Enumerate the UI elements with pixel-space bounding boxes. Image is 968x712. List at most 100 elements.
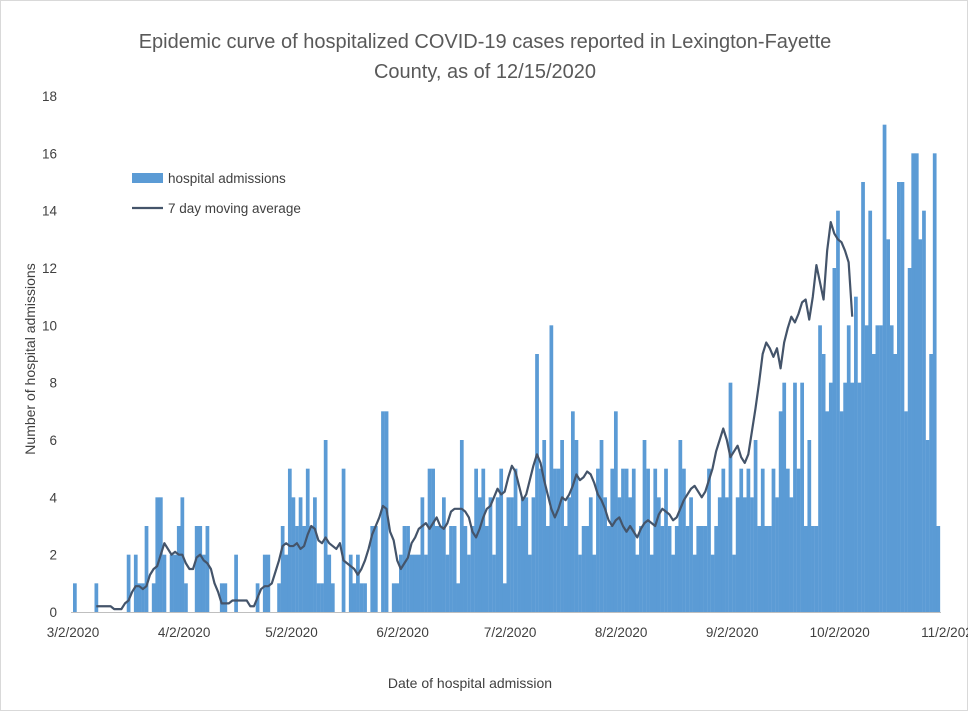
bar xyxy=(907,268,912,612)
bar xyxy=(721,468,726,612)
bar xyxy=(323,440,328,612)
legend-bar-swatch xyxy=(132,173,163,183)
bar xyxy=(470,526,475,612)
bar xyxy=(399,554,403,612)
x-tick-label: 11/2/2020 xyxy=(921,625,968,640)
bar xyxy=(800,382,805,612)
bar xyxy=(141,583,145,612)
bar xyxy=(463,526,468,612)
bar xyxy=(839,411,844,612)
bar xyxy=(481,468,486,612)
bar xyxy=(828,382,833,612)
bar xyxy=(556,468,561,612)
bar xyxy=(879,325,883,612)
bar xyxy=(836,210,840,613)
bar xyxy=(133,554,138,612)
x-tick-label: 7/2/2020 xyxy=(484,625,537,640)
bar xyxy=(785,468,790,612)
bar xyxy=(553,468,557,612)
bar xyxy=(742,497,747,612)
bar xyxy=(284,554,289,612)
bar xyxy=(664,468,668,612)
bar xyxy=(699,526,704,612)
x-tick-label: 8/2/2020 xyxy=(595,625,648,640)
bar xyxy=(606,526,611,612)
bar xyxy=(309,526,314,612)
bar xyxy=(348,554,353,612)
bar xyxy=(603,497,607,612)
bar xyxy=(201,554,206,612)
bar xyxy=(871,354,876,612)
bar xyxy=(420,497,425,612)
bar xyxy=(545,526,550,612)
bar xyxy=(768,526,772,612)
bar xyxy=(857,382,862,612)
bar xyxy=(671,554,676,612)
y-tick-label: 6 xyxy=(49,433,57,448)
bar xyxy=(409,554,414,612)
bar xyxy=(739,468,744,612)
bar xyxy=(818,325,822,612)
bar xyxy=(359,583,364,612)
bar xyxy=(581,526,586,612)
bar xyxy=(499,468,504,612)
bar xyxy=(893,354,898,612)
bar xyxy=(219,583,224,612)
bar xyxy=(502,583,507,612)
bar xyxy=(424,554,428,612)
bar xyxy=(728,382,733,612)
bar xyxy=(631,468,636,612)
bar xyxy=(413,554,418,612)
bar xyxy=(775,497,779,612)
bar xyxy=(689,497,693,612)
bar xyxy=(280,526,285,612)
bar xyxy=(352,583,357,612)
bar xyxy=(646,468,650,612)
bar xyxy=(513,468,518,612)
bar xyxy=(861,182,865,612)
bar xyxy=(925,440,930,612)
bar xyxy=(94,583,99,612)
x-tick-label: 4/2/2020 xyxy=(158,625,211,640)
bar xyxy=(330,583,335,612)
bar xyxy=(495,497,500,612)
bar xyxy=(427,468,432,612)
bar xyxy=(406,526,410,612)
y-tick-label: 2 xyxy=(49,548,57,563)
bar xyxy=(266,554,271,612)
bar xyxy=(402,526,407,612)
bar xyxy=(488,497,493,612)
bar xyxy=(295,526,299,612)
bar xyxy=(517,526,521,612)
bar xyxy=(610,468,615,612)
bar xyxy=(287,468,292,612)
bar xyxy=(796,468,801,612)
bar xyxy=(696,526,701,612)
bar xyxy=(735,497,740,612)
bar xyxy=(298,497,303,612)
bar xyxy=(431,468,435,612)
x-axis-title: Date of hospital admission xyxy=(388,675,552,691)
bar xyxy=(184,583,188,612)
y-tick-label: 18 xyxy=(42,89,57,104)
bar xyxy=(155,497,160,612)
bar xyxy=(746,468,751,612)
bar xyxy=(459,440,464,612)
chart-title-line-2: County, as of 12/15/2020 xyxy=(374,61,596,83)
bar xyxy=(904,411,908,612)
bar xyxy=(524,497,529,612)
bar xyxy=(814,526,819,612)
bar xyxy=(621,468,625,612)
bar xyxy=(370,526,375,612)
bar xyxy=(703,526,708,612)
bar xyxy=(821,354,826,612)
bar xyxy=(205,526,210,612)
bar xyxy=(674,526,679,612)
bar xyxy=(889,325,894,612)
moving-average-line xyxy=(96,221,854,611)
bar xyxy=(642,440,647,612)
bar xyxy=(223,583,228,612)
bar xyxy=(302,526,307,612)
bar xyxy=(596,468,600,612)
